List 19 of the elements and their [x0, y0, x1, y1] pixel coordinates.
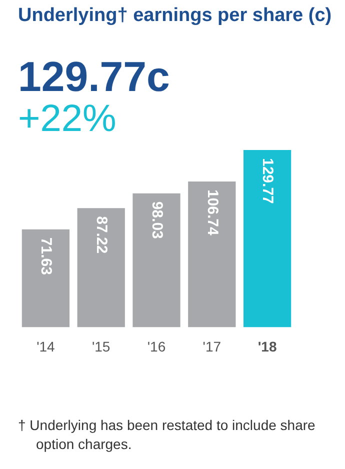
bar [188, 181, 236, 328]
x-tick-label: '18 [258, 338, 277, 354]
x-tick-label: '17 [202, 338, 222, 354]
data-label: 71.63 [38, 237, 55, 275]
data-label: 129.77 [259, 158, 276, 204]
x-tick-label: '15 [92, 338, 110, 354]
text: 129.77c [18, 53, 170, 100]
bar [132, 193, 180, 328]
data-label: 87.22 [92, 216, 110, 254]
data-label: 98.03 [148, 201, 166, 239]
bar [243, 150, 292, 328]
text: † Underlying has been restated to include share option charges. [18, 416, 316, 454]
chart-title: Underlying† earnings per share (c) [18, 4, 333, 27]
bar [22, 229, 70, 328]
x-tick-label: '14 [36, 338, 56, 354]
bar [77, 208, 125, 328]
text: +22% [18, 98, 116, 140]
data-label: 106.74 [204, 189, 221, 236]
x-tick-label: '16 [147, 338, 166, 354]
